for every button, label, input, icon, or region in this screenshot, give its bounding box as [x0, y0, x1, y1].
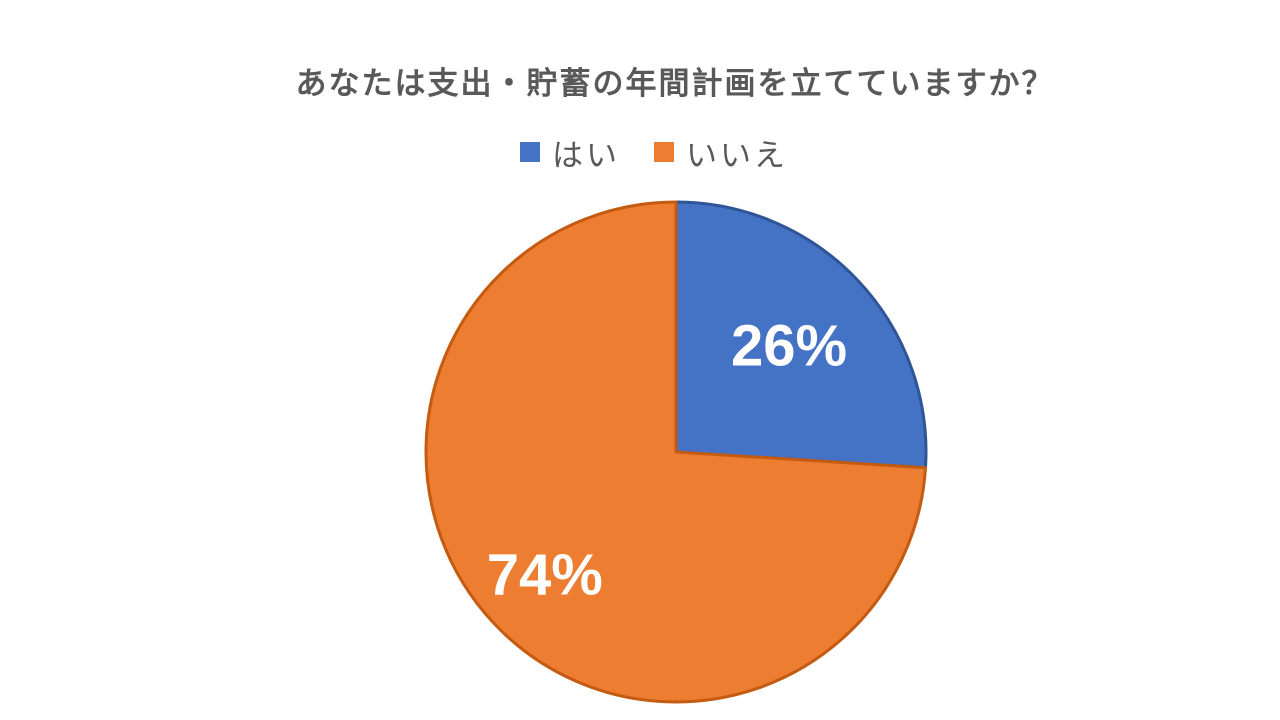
legend-item-no: いいえ	[654, 130, 788, 175]
legend-swatch-no	[654, 142, 674, 162]
pie-labels: 26% 74%	[487, 313, 847, 607]
pie-label-yes: 26%	[731, 313, 847, 378]
legend-label-yes: はい	[552, 137, 620, 174]
legend-label-no: いいえ	[686, 137, 788, 174]
legend-item-yes: はい	[520, 130, 620, 175]
legend-swatch-yes	[520, 142, 540, 162]
pie-slice-yes	[674, 200, 928, 470]
chart-legend: はい いいえ	[520, 130, 822, 175]
chart-title: あなたは支出・貯蓄の年間計画を立てていますか？	[295, 66, 1055, 102]
pie-label-no: 74%	[487, 543, 603, 608]
pie-slices	[424, 200, 928, 704]
pie-slice-no	[424, 200, 928, 704]
